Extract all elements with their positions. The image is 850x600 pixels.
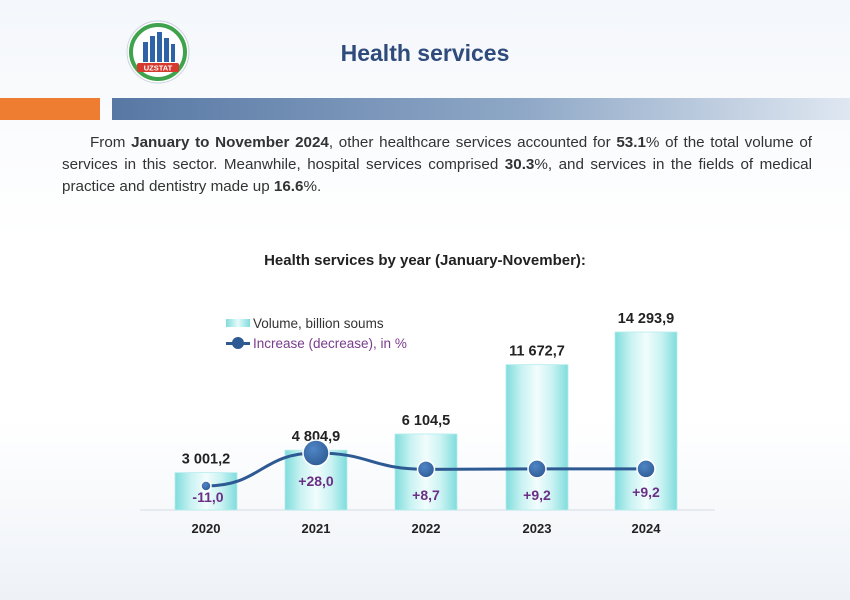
increase-value-label: +9,2: [523, 487, 551, 503]
x-tick-label: 2022: [412, 521, 441, 536]
chart-title: Health services by year (January-Novembe…: [264, 252, 586, 269]
increase-point-2024: [636, 459, 656, 479]
legend-label-increase: Increase (decrease), in %: [253, 335, 407, 351]
chart-legend: Volume, billion soums Increase (decrease…: [226, 313, 407, 353]
intro-paragraph: From January to November 2024, other hea…: [62, 132, 812, 198]
intro-text-part: , other healthcare services accounted fo…: [328, 134, 617, 151]
intro-text-part: 53.1: [616, 134, 646, 151]
legend-bar-swatch: [226, 319, 250, 327]
bar-2022: [394, 433, 458, 511]
bar-2024: [614, 331, 678, 511]
increase-value-label: +9,2: [632, 484, 660, 500]
increase-point-2022: [416, 460, 436, 479]
intro-text-part: % of the total volume of services in thi…: [62, 134, 813, 173]
header-band-blue: [112, 98, 850, 120]
increase-value-label: +28,0: [298, 473, 334, 489]
x-tick-label: 2021: [302, 521, 331, 536]
uzstat-logo: UZSTAT: [126, 20, 190, 84]
bar-2020: [174, 472, 238, 511]
intro-text-part: January to November 2024: [131, 134, 329, 151]
increase-point-2021: [302, 439, 330, 467]
x-tick-label: 2023: [523, 521, 552, 536]
legend-item-volume: Volume, billion soums: [226, 313, 407, 333]
header-band-orange: [0, 98, 100, 120]
bar-2023: [505, 364, 569, 511]
increase-value-label: -11,0: [192, 489, 223, 505]
page-title: Health services: [340, 40, 510, 66]
bar-value-label: 14 293,9: [618, 311, 674, 327]
intro-text-part: 30.3: [504, 156, 535, 173]
intro-text-part: 16.6: [273, 178, 304, 195]
bar-value-label: 3 001,2: [182, 452, 230, 468]
bar-value-label: 11 672,7: [509, 344, 565, 360]
increase-value-label: +8,7: [412, 487, 440, 503]
intro-text-part: From: [90, 134, 132, 151]
legend-label-volume: Volume, billion soums: [253, 315, 384, 331]
intro-text-part: %.: [303, 178, 322, 195]
increase-point-2023: [527, 459, 547, 479]
bar-value-label: 4 804,9: [292, 429, 340, 445]
increase-point-2020: [200, 480, 212, 492]
bar-value-label: 6 104,5: [402, 413, 450, 429]
legend-line-swatch: [226, 336, 250, 350]
intro-text-part: %, and services in the fields of medical…: [62, 156, 812, 195]
x-tick-label: 2020: [192, 521, 221, 536]
legend-item-increase: Increase (decrease), in %: [226, 333, 407, 353]
logo-text: UZSTAT: [144, 64, 173, 73]
x-tick-label: 2024: [632, 521, 662, 536]
